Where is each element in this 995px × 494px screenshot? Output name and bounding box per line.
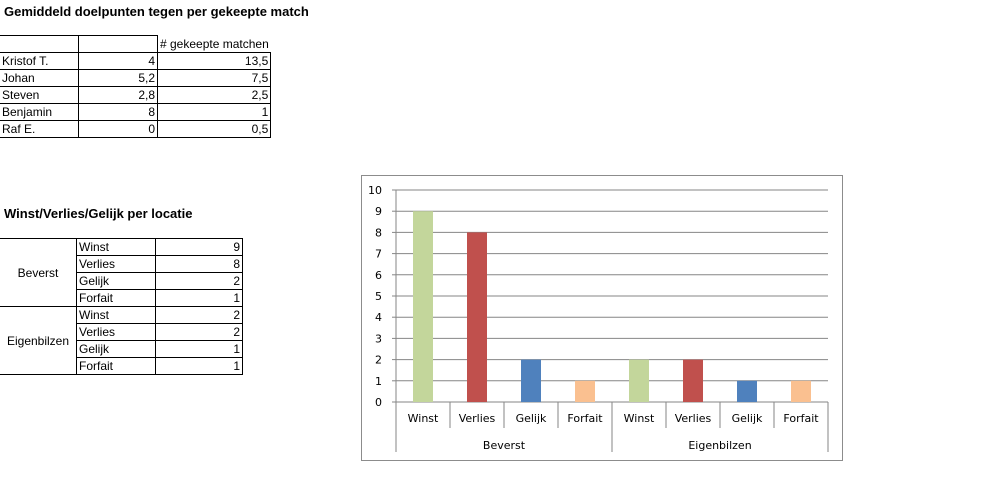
- player-matches: 7,5: [156, 69, 272, 87]
- bar: [467, 232, 487, 402]
- location-cell: Beverst: [0, 238, 77, 307]
- result-label: Winst: [76, 238, 156, 256]
- table-row: Raf E. 0 0,5: [0, 120, 272, 138]
- result-label: Verlies: [76, 255, 156, 273]
- chart-svg: 0 1 2 3 4 5 6 7 8 9 10 Winst Verlies Gelijk Forfait Bev…: [368, 184, 829, 452]
- y-tick-label: 8: [375, 226, 382, 239]
- y-tick-label: 7: [375, 248, 382, 261]
- bar: [737, 380, 757, 402]
- result-count: 9: [155, 238, 243, 256]
- bar: [629, 359, 649, 402]
- result-label: Verlies: [76, 323, 156, 341]
- y-tick-label: 3: [375, 332, 382, 345]
- table1-title: Gemiddeld doelpunten tegen per gekeepte …: [4, 4, 309, 19]
- table-header-row: # gekeepte matchen: [0, 35, 271, 53]
- table-row: Steven 2,8 2,5: [0, 86, 272, 104]
- table2-title: Winst/Verlies/Gelijk per locatie: [4, 206, 193, 221]
- player-avg: 5,2: [78, 69, 158, 87]
- group-label: Beverst: [483, 439, 526, 452]
- y-tick-label: 2: [375, 354, 382, 367]
- player-name: Johan: [0, 69, 79, 87]
- player-avg: 8: [78, 103, 158, 121]
- result-count: 2: [155, 272, 243, 290]
- player-matches: 2,5: [156, 86, 272, 104]
- table-row: Johan 5,2 7,5: [0, 69, 272, 87]
- group-label: Eigenbilzen: [688, 439, 751, 452]
- result-label: Forfait: [76, 289, 156, 307]
- player-avg: 0: [78, 120, 158, 138]
- result-label: Gelijk: [76, 272, 156, 290]
- category-label: Winst: [624, 412, 655, 425]
- y-tick-label: 9: [375, 205, 382, 218]
- player-matches: 1: [156, 103, 272, 121]
- player-avg: 4: [78, 52, 158, 70]
- result-count: 1: [155, 340, 243, 358]
- category-label: Verlies: [459, 412, 496, 425]
- table-row: Gelijk 1: [0, 340, 243, 358]
- goals-table: # gekeepte matchen Kristof T. 4 13,5 Joh…: [0, 35, 272, 138]
- result-label: Forfait: [76, 357, 156, 375]
- table-row: Kristof T. 4 13,5: [0, 52, 272, 70]
- player-name: Benjamin: [0, 103, 79, 121]
- y-tick-label: 0: [375, 396, 382, 409]
- header-cell: [0, 35, 79, 53]
- results-table: Beverst Winst 9 Verlies 8 Gelijk 2 Forfa…: [0, 238, 243, 375]
- table-row: Benjamin 8 1: [0, 103, 272, 121]
- category-label: Forfait: [783, 412, 819, 425]
- result-count: 2: [155, 323, 243, 341]
- y-tick-label: 6: [375, 269, 382, 282]
- result-count: 1: [155, 357, 243, 375]
- category-label: Gelijk: [732, 412, 763, 425]
- table-row: Eigenbilzen Winst 2: [0, 306, 243, 375]
- results-bar-chart: 0 1 2 3 4 5 6 7 8 9 10 Winst Verlies Gelijk Forfait Bev…: [361, 175, 843, 461]
- player-name: Kristof T.: [0, 52, 79, 70]
- y-tick-label: 4: [375, 311, 382, 324]
- result-count: 8: [155, 255, 243, 273]
- table-row: Beverst Winst 9: [0, 238, 243, 307]
- player-matches: 0,5: [156, 120, 272, 138]
- result-label: Gelijk: [76, 340, 156, 358]
- player-name: Steven: [0, 86, 79, 104]
- result-label: Winst: [76, 306, 156, 324]
- bar: [521, 359, 541, 402]
- bar: [791, 380, 811, 402]
- player-avg: 2,8: [78, 86, 158, 104]
- y-tick-label: 1: [375, 375, 382, 388]
- result-count: 1: [155, 289, 243, 307]
- bar: [575, 380, 595, 402]
- table-row: Verlies 2: [0, 323, 243, 341]
- bar: [683, 359, 703, 402]
- location-cell: Eigenbilzen: [0, 306, 77, 375]
- table-row: Forfait 1: [0, 357, 243, 375]
- result-count: 2: [155, 306, 243, 324]
- category-label: Winst: [408, 412, 439, 425]
- player-name: Raf E.: [0, 120, 79, 138]
- bar: [413, 211, 433, 402]
- category-label: Verlies: [675, 412, 712, 425]
- player-matches: 13,5: [156, 52, 272, 70]
- y-tick-label: 10: [368, 184, 382, 197]
- header-cell-matches: # gekeepte matchen: [156, 35, 271, 53]
- y-tick-label: 5: [375, 290, 382, 303]
- category-label: Gelijk: [516, 412, 547, 425]
- category-label: Forfait: [567, 412, 603, 425]
- header-cell: [78, 35, 158, 53]
